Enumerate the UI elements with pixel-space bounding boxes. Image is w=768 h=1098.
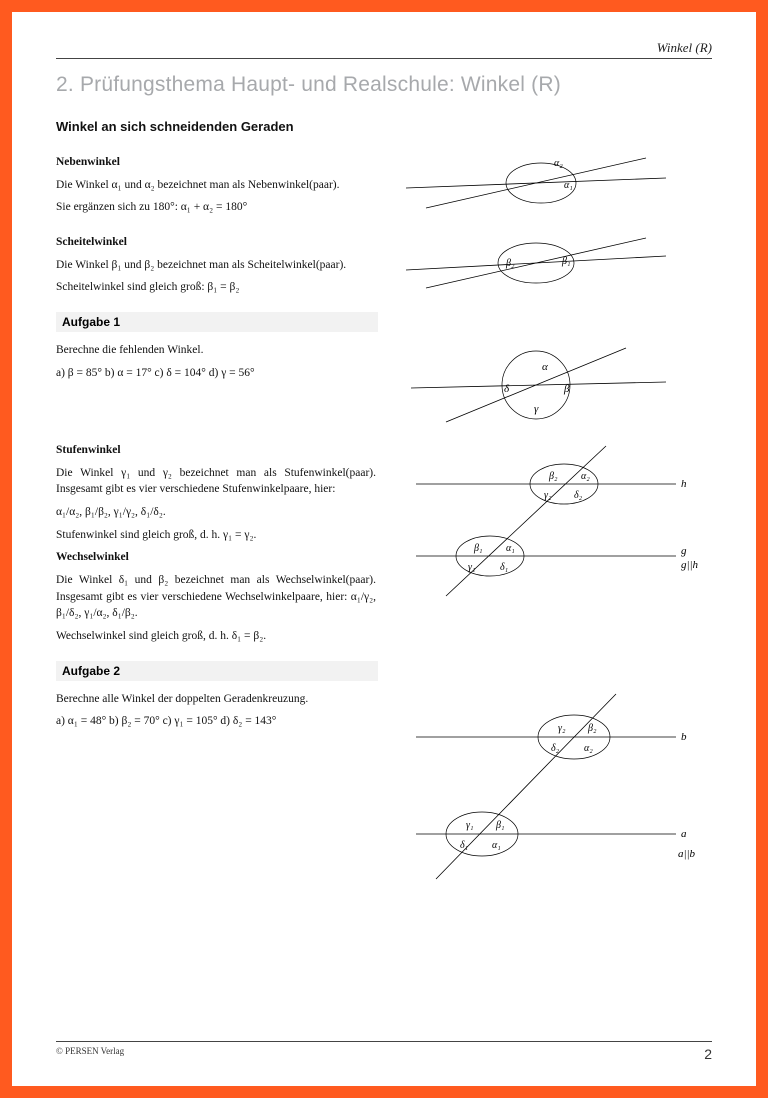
- footer-left: © PERSEN Verlag: [56, 1046, 124, 1062]
- row-aufgabe2: Berechne alle Winkel der doppelten Gerad…: [56, 689, 712, 889]
- aufgabe2-prompt: Berechne alle Winkel der doppelten Gerad…: [56, 691, 376, 708]
- lbl-alpha: α: [542, 361, 548, 373]
- head-scheitelwinkel: Scheitelwinkel: [56, 234, 376, 251]
- lbl-d2c: δ₂: [551, 743, 560, 754]
- lbl-gh: g||h: [681, 559, 699, 571]
- fig-nebenwinkel: α₂ α₁: [376, 148, 712, 218]
- head-nebenwinkel: Nebenwinkel: [56, 154, 376, 171]
- head-wechselwinkel: Wechselwinkel: [56, 549, 376, 566]
- lbl-a1b: α₁: [506, 543, 515, 554]
- lbl-a2c: α₂: [584, 743, 593, 754]
- stufen-l3: Stufenwinkel sind gleich groß, d. h. γ₁ …: [56, 527, 376, 544]
- lbl-g2b: γ₂: [544, 490, 552, 501]
- wechsel-l1: Die Winkel δ₁ und β₂ bezeichnet man als …: [56, 572, 376, 622]
- footer: © PERSEN Verlag 2: [56, 1041, 712, 1062]
- nebenwinkel-l2: Sie ergänzen sich zu 180°: α₁ + α₂ = 180…: [56, 199, 376, 216]
- lbl-d2b: δ₂: [574, 490, 583, 501]
- text-nebenwinkel: Nebenwinkel Die Winkel α₁ und α₂ bezeich…: [56, 148, 376, 222]
- aufgabe2-items: a) α₁ = 48° b) β₂ = 70° c) γ₁ = 105° d) …: [56, 713, 376, 730]
- wechsel-l2: Wechselwinkel sind gleich groß, d. h. δ₁…: [56, 628, 376, 645]
- text-stufen-wechsel: Stufenwinkel Die Winkel γ₁ und γ₂ bezeic…: [56, 436, 376, 651]
- fig-stufen-wechsel: h g g||h β₂ α₂ γ₂ δ₂ β₁ α₁ γ₁ δ₁: [376, 436, 712, 606]
- head-stufenwinkel: Stufenwinkel: [56, 442, 376, 459]
- lbl-delta: δ: [504, 383, 510, 395]
- lbl-b1b: β₁: [473, 543, 482, 554]
- text-scheitelwinkel: Scheitelwinkel Die Winkel β₁ und β₂ beze…: [56, 228, 376, 302]
- text-aufgabe2: Berechne alle Winkel der doppelten Gerad…: [56, 689, 376, 736]
- row-stufen-wechsel: Stufenwinkel Die Winkel γ₁ und γ₂ bezeic…: [56, 436, 712, 651]
- lbl-d1b: δ₁: [500, 562, 508, 573]
- row-nebenwinkel: Nebenwinkel Die Winkel α₁ und α₂ bezeich…: [56, 148, 712, 222]
- lbl-a1c: α₁: [492, 840, 501, 851]
- fig-aufgabe2: b a a||b γ₂ β₂ δ₂ α₂ γ₁ β₁ δ₁ α₁: [376, 689, 712, 889]
- lbl-b: b: [681, 731, 687, 743]
- fig-scheitelwinkel: β₂ β₁: [376, 228, 712, 298]
- scheitel-l2: Scheitelwinkel sind gleich groß: β₁ = β₂: [56, 279, 376, 296]
- aufgabe1-prompt: Berechne die fehlenden Winkel.: [56, 342, 376, 359]
- stufen-l2: α₁/α₂, β₁/β₂, γ₁/γ₂, δ₁/δ₂.: [56, 504, 376, 521]
- scheitel-l1: Die Winkel β₁ und β₂ bezeichnet man als …: [56, 257, 376, 274]
- lbl-beta: β: [563, 383, 570, 395]
- lbl-d1c: δ₁: [460, 840, 468, 851]
- lbl-b1c: β₁: [495, 820, 504, 831]
- nebenwinkel-l1: Die Winkel α₁ und α₂ bezeichnet man als …: [56, 177, 376, 194]
- aufgabe-2-box: Aufgabe 2: [56, 661, 378, 681]
- page-number: 2: [704, 1046, 712, 1062]
- stufen-l1: Die Winkel γ₁ und γ₂ bezeichnet man als …: [56, 465, 376, 498]
- main-title: 2. Prüfungsthema Haupt- und Realschule: …: [56, 73, 712, 97]
- lbl-ab: a||b: [678, 848, 696, 860]
- page-header: Winkel (R): [56, 40, 712, 59]
- page-frame: Winkel (R) 2. Prüfungsthema Haupt- und R…: [0, 0, 768, 1098]
- page: Winkel (R) 2. Prüfungsthema Haupt- und R…: [12, 12, 756, 1086]
- aufgabe-1-box: Aufgabe 1: [56, 312, 378, 332]
- lbl-g2c: γ₂: [558, 723, 566, 734]
- lbl-h: h: [681, 478, 687, 490]
- lbl-a: a: [681, 828, 687, 840]
- lbl-gamma: γ: [534, 403, 539, 415]
- lbl-a2: α₂: [554, 158, 563, 169]
- text-aufgabe1: Berechne die fehlenden Winkel. a) β = 85…: [56, 340, 376, 387]
- lbl-b2: β₂: [505, 258, 515, 269]
- lbl-g: g: [681, 545, 687, 557]
- lbl-g1b: γ₁: [468, 562, 475, 573]
- row-scheitelwinkel: Scheitelwinkel Die Winkel β₁ und β₂ beze…: [56, 228, 712, 302]
- lbl-g1c: γ₁: [466, 820, 473, 831]
- lbl-a1: α₁: [564, 180, 573, 191]
- lbl-b1: β₁: [561, 256, 570, 267]
- row-aufgabe1: Berechne die fehlenden Winkel. a) β = 85…: [56, 340, 712, 430]
- header-right: Winkel (R): [657, 40, 712, 55]
- aufgabe1-items: a) β = 85° b) α = 17° c) δ = 104° d) γ =…: [56, 365, 376, 382]
- lbl-b2c: β₂: [587, 723, 597, 734]
- section-title: Winkel an sich schneidenden Geraden: [56, 119, 712, 134]
- lbl-a2b: α₂: [581, 471, 590, 482]
- lbl-b2b: β₂: [548, 471, 558, 482]
- fig-aufgabe1: α β γ δ: [376, 340, 712, 430]
